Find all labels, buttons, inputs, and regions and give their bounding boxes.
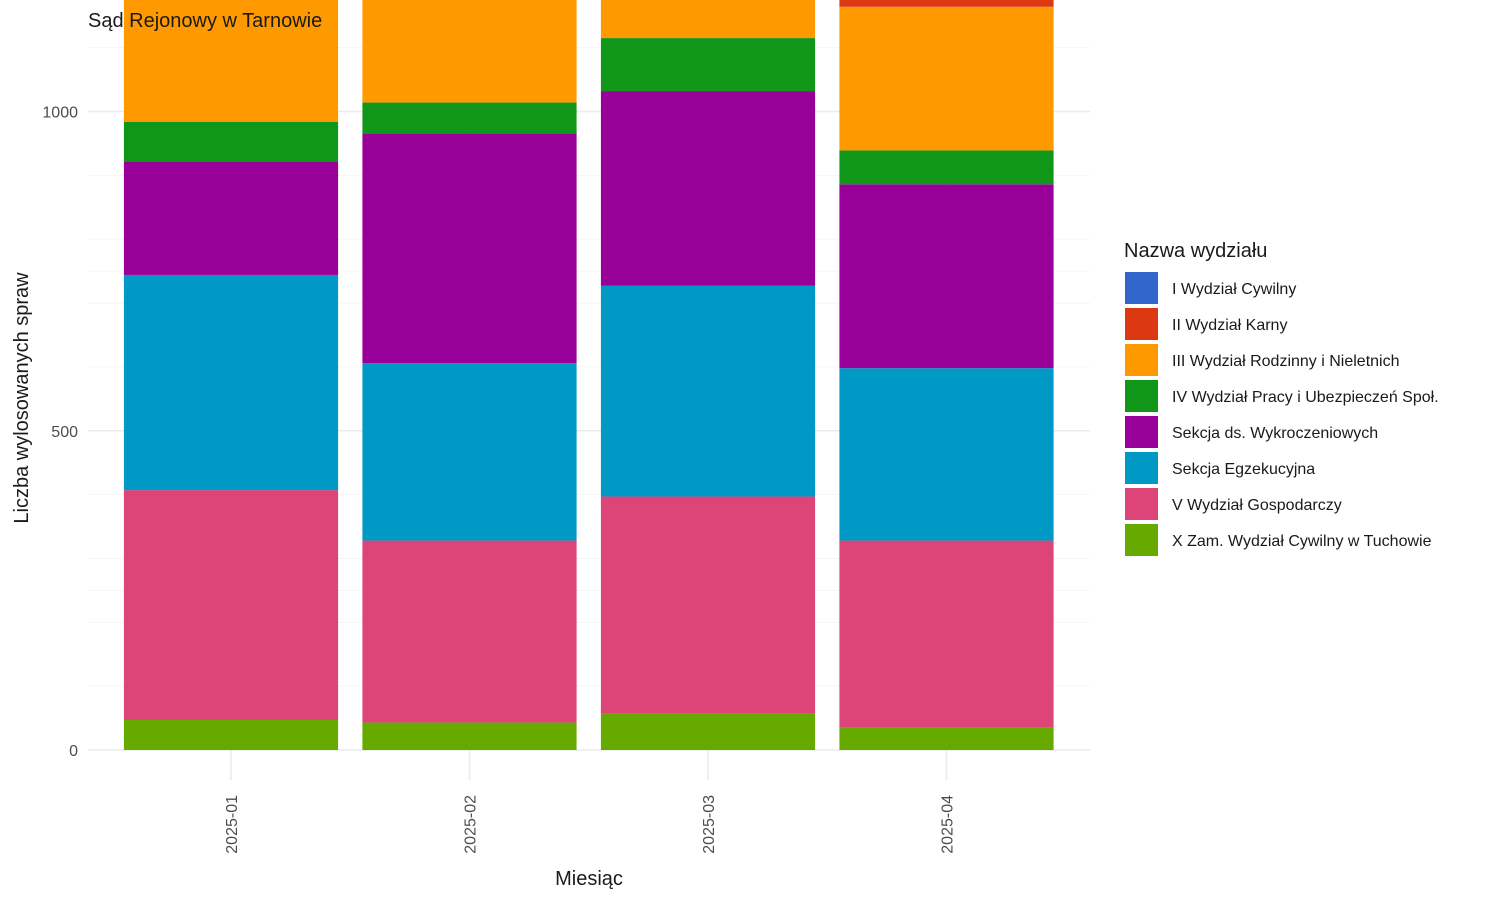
y-tick-label: 1000 [42,105,78,122]
legend-label: Sekcja Egzekucyjna [1172,461,1315,478]
bar-segment [123,0,339,122]
bar-segment [839,6,1054,151]
legend-swatch [1125,488,1158,520]
legend-label: II Wydział Karny [1172,317,1287,334]
bar-segment [600,496,816,714]
bar-segment [600,285,816,497]
y-tick-label: 500 [51,424,78,441]
bar-segment [362,0,577,103]
legend-label: I Wydział Cywilny [1172,281,1296,298]
bar-segment [600,0,816,39]
bar-segment [362,540,577,723]
bars [123,0,1054,750]
legend-swatch [1125,416,1158,448]
chart-title: Sąd Rejonowy w Tarnowie [88,10,322,32]
x-axis-title: Miesiąc [555,868,623,890]
bar-segment [123,161,339,275]
bar-segment [839,540,1054,728]
y-axis-title: Liczba wylosowanych spraw [11,272,33,524]
x-tick-label: 2025-01 [224,795,241,854]
legend-swatch [1125,344,1158,376]
legend-label: X Zam. Wydział Cywilny w Tuchowie [1172,533,1432,550]
bar-segment [600,91,816,286]
legend-label: IV Wydział Pracy i Ubezpieczeń Społ. [1172,389,1439,406]
bar-segment [362,102,577,134]
x-tick-label: 2025-02 [463,795,480,854]
bar-segment [839,0,1054,7]
y-tick-label: 0 [69,743,78,760]
x-axis-ticks: 2025-01 2025-02 2025-03 2025-04 [224,795,957,854]
bar-segment [362,363,577,541]
legend-title: Nazwa wydziału [1124,240,1267,262]
legend-swatch [1125,524,1158,556]
legend-swatch [1125,272,1158,304]
legend-swatch [1125,452,1158,484]
y-axis-ticks: 0500100015002000 [42,105,78,761]
bar-segment [123,490,339,720]
legend-label: Sekcja ds. Wykroczeniowych [1172,425,1378,442]
bar-segment [362,133,577,364]
bar-segment [123,719,339,750]
legend-label: III Wydział Rodzinny i Nieletnich [1172,353,1400,370]
legend-items: I Wydział Cywilny II Wydział Karny III Wyd… [1125,272,1439,556]
bar-segment [839,368,1054,541]
x-tick-label: 2025-04 [940,795,957,854]
bar-segment [839,184,1054,369]
legend-swatch [1125,308,1158,340]
bar-segment [123,274,339,491]
bar-segment [600,38,816,92]
bar-segment [839,727,1054,750]
bar-segment [362,722,577,750]
legend-label: V Wydział Gospodarczy [1172,497,1342,514]
bar-segment [123,121,339,162]
legend-swatch [1125,380,1158,412]
legend: Nazwa wydziału I Wydział Cywilny II Wydzi… [1124,240,1439,556]
bar-segment [600,713,816,750]
x-tick-label: 2025-03 [701,795,718,854]
bar-segment [839,150,1054,185]
